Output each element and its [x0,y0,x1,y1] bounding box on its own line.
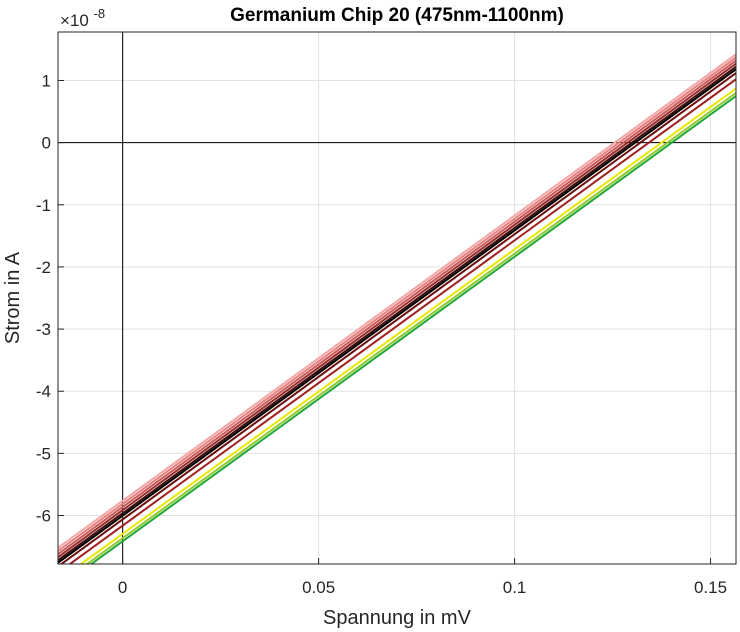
x-axis-label: Spannung in mV [323,607,472,629]
y-tick-label: -4 [36,382,51,401]
y-tick-label: -6 [36,507,51,526]
series-line-2 [58,56,736,552]
y-tick-label: -2 [36,258,51,277]
x-tick-label: 0.1 [503,578,527,597]
series-line-4 [58,62,736,558]
y-tick-label: 1 [42,71,51,90]
series-line-3 [58,59,736,555]
y-tick-label: -1 [36,196,51,215]
tick-marks [58,79,712,564]
series-line-5 [58,65,736,562]
x-tick-labels: 0 0.05 0.1 0.15 [118,578,727,597]
series-line-9 [79,87,736,564]
series-line-11 [89,95,736,564]
y-axis-exponent-power: -8 [94,6,106,21]
plot-area [57,31,737,565]
x-tick-label: 0.15 [694,578,727,597]
series-line-1 [58,53,736,549]
x-tick-label: 0 [118,578,127,597]
y-tick-labels: 1 0 -1 -2 -3 -4 -5 -6 [36,71,51,525]
chart-title: Germanium Chip 20 (475nm-1100nm) [230,5,564,26]
y-axis-exponent: ×10 -8 [60,6,105,30]
series-line-8 [68,78,736,564]
y-axis-exponent-base: ×10 [60,11,89,30]
y-tick-label: 0 [42,134,51,153]
series-line-6 [58,68,736,564]
series-line-7 [59,72,736,564]
y-axis-label: Strom in A [2,251,24,344]
series-lines [58,53,736,564]
axes-box [57,31,737,565]
y-tick-label: -3 [36,320,51,339]
y-tick-label: -5 [36,444,51,463]
x-tick-label: 0.05 [302,578,335,597]
series-line-10 [85,92,736,564]
